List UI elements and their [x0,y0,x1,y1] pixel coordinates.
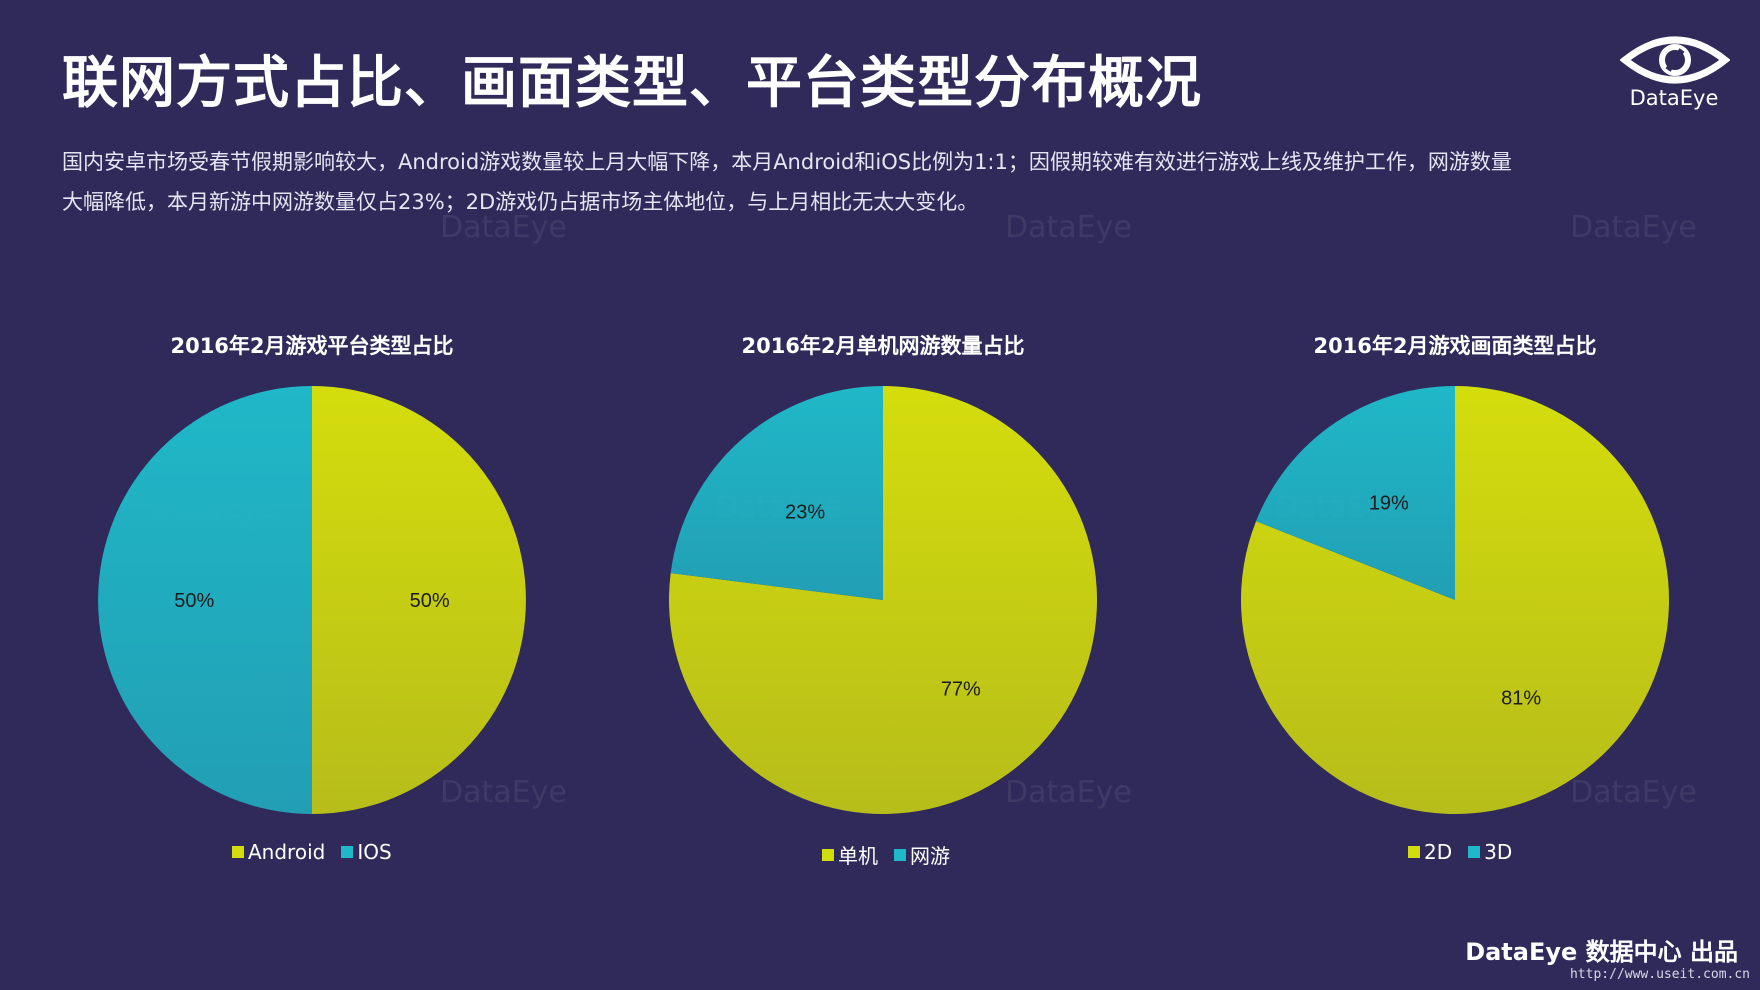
pie-slice-platform-1 [312,386,526,814]
legend-item-single: 单机 [822,840,878,869]
page-description: 国内安卓市场受春节假期影响较大，Android游戏数量较上月大幅下降，本月And… [62,142,1602,222]
chart-title-graphics: 2016年2月游戏画面类型占比 [1313,334,1597,358]
pie-chart-single-online: 77% 23% [669,386,1097,814]
pie-label-platform-2: 50% [174,590,214,612]
legend-label-ios: IOS [357,840,392,864]
legend-swatch-2d [1408,846,1420,858]
pie-slice-platform-2 [98,386,313,814]
footer-url: http://www.useit.com.cn [1569,967,1750,982]
legend-swatch-ios [341,846,354,858]
pie-chart-platform: 50% 50% [98,386,526,814]
footer-credit: DataEye 数据中心 出品 [1465,938,1738,966]
legend-item-android: Android [232,840,325,864]
legend-swatch-3d [1468,846,1481,858]
legend-swatch-online [894,848,906,861]
pie-label-platform-1: 50% [410,590,450,612]
page-title: 联网方式占比、画面类型、平台类型分布概况 [62,51,1202,116]
legend-label-online: 网游 [910,844,950,868]
legend-swatch-single [822,848,834,861]
legend-item-ios: IOS [341,840,392,864]
description-line-1: 国内安卓市场受春节假期影响较大，Android游戏数量较上月大幅下降，本月And… [62,150,1512,174]
legend-label-3d: 3D [1484,840,1513,864]
legend-single-online: 单机 网游 [822,840,950,869]
logo-text: DataEye [1629,86,1719,110]
legend-swatch-android [232,846,244,858]
legend-platform: Android IOS [232,840,392,864]
legend-graphics: 2D 3D [1408,840,1512,864]
watermark: DataEye [1570,775,1697,810]
chart-title-single-online: 2016年2月单机网游数量占比 [741,334,1025,358]
watermark: DataEye [440,775,567,810]
legend-item-2d: 2D [1408,840,1452,864]
pie-label-single-online-1: 77% [941,678,981,700]
pie-label-graphics-1: 81% [1501,687,1541,709]
watermark: DataEye [1005,775,1132,810]
legend-item-online: 网游 [894,840,950,869]
pie-slice-single-online-2 [670,386,883,600]
pie-slice-graphics-2 [1256,386,1455,600]
legend-label-android: Android [248,840,326,864]
pie-chart-graphics: 81% 19% [1241,386,1669,814]
dataeye-eye-icon [1620,36,1730,84]
pie-label-graphics-2: 19% [1369,493,1409,515]
legend-item-3d: 3D [1468,840,1512,864]
legend-label-single: 单机 [838,844,878,868]
pie-label-single-online-2: 23% [785,502,825,524]
legend-label-2d: 2D [1424,840,1453,864]
description-line-2: 大幅降低，本月新游中网游数量仅占23%；2D游戏仍占据市场主体地位，与上月相比无… [62,190,979,214]
watermark: DataEye [1005,210,1132,245]
chart-title-platform: 2016年2月游戏平台类型占比 [170,334,454,358]
watermark: DataEye [440,210,567,245]
watermark: DataEye [1570,210,1697,245]
